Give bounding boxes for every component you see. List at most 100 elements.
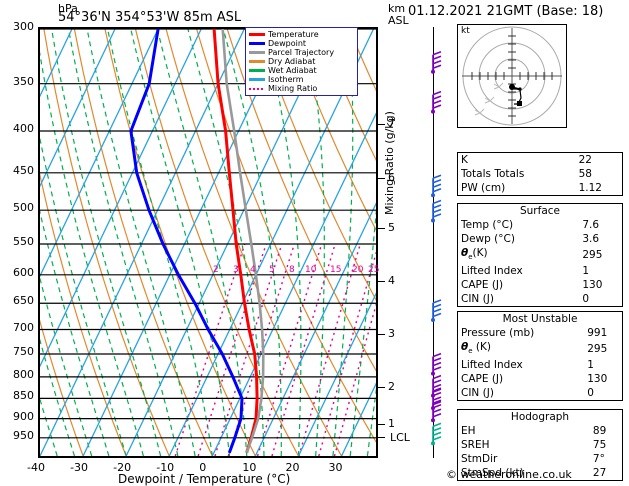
- row-value: 89: [592, 425, 607, 437]
- row-value: 1.12: [578, 182, 602, 194]
- legend-item: Temperature: [249, 30, 354, 39]
- row-label: K: [461, 154, 468, 166]
- table-row: Temp (°C) 7.6: [458, 218, 622, 232]
- pressure-tick-label: 400: [13, 122, 34, 136]
- mixing-ratio-axis-label: Mixing Ratio (g/kg): [383, 111, 396, 215]
- mixing-ratio-value-label: 10: [305, 265, 317, 275]
- legend-item: Wet Adiabat: [249, 66, 354, 75]
- legend-color-swatch: [249, 87, 265, 90]
- table-row: StmSpd (kt) 27: [458, 466, 622, 480]
- mixing-ratio-value-label: 4: [250, 265, 256, 275]
- pressure-tick-label: 900: [13, 409, 34, 423]
- legend-item-label: Dewpoint: [268, 39, 307, 48]
- temperature-tick-label: 0: [199, 461, 207, 474]
- lcl-tick: [378, 437, 385, 438]
- wind-barb: [431, 199, 442, 223]
- km-tick: [378, 334, 385, 335]
- temperature-tick-label: -20: [113, 461, 132, 474]
- wind-barb: [431, 90, 442, 114]
- wind-barb: [431, 51, 442, 74]
- row-label: Totals Totals: [461, 168, 525, 180]
- km-tick-label: 1: [388, 417, 395, 430]
- wind-barbs: [431, 51, 442, 446]
- pressure-tick-label: 700: [13, 320, 34, 334]
- row-value: 295: [582, 249, 603, 262]
- legend-item: Isotherm: [249, 75, 354, 84]
- km-tick-label: 7: [388, 117, 395, 130]
- hodograph-stats-table: EH 89 SREH 75 StmDir 7° StmSpd (kt) 27: [458, 424, 622, 480]
- legend-item: Mixing Ratio: [249, 84, 354, 93]
- mixing-ratio-value-label: 2: [213, 265, 219, 275]
- indices-table: K 22 Totals Totals 58 PW (cm) 1.12: [458, 153, 622, 195]
- lcl-label: LCL: [390, 431, 410, 444]
- row-value: 75: [592, 439, 607, 451]
- row-label: θe(K): [461, 247, 488, 262]
- legend-color-swatch: [249, 60, 265, 63]
- skewt-svg: [40, 29, 376, 456]
- mixing-ratio-value-label: 8: [289, 265, 295, 275]
- km-tick-label: 4: [388, 274, 395, 287]
- km-tick: [378, 124, 385, 125]
- hodograph-section-title: Hodograph: [510, 411, 570, 423]
- hodograph-stats-panel: Hodograph EH 89 SREH 75 StmDir 7° StmSpd (kt) 2…: [457, 409, 623, 481]
- row-label: StmSpd (kt): [461, 467, 524, 479]
- km-tick-label: 5: [388, 221, 395, 234]
- wind-barb: [431, 422, 442, 446]
- table-row: θe(K) 295: [458, 246, 622, 264]
- temperature-tick-label: -10: [156, 461, 175, 474]
- pressure-tick-label: 300: [13, 20, 34, 33]
- row-label: θe (K): [461, 341, 491, 356]
- row-value: 22: [578, 154, 592, 166]
- table-row: EH 89: [458, 424, 622, 438]
- row-value: 0: [582, 293, 590, 306]
- copyright-footer: © weatheronline.co.uk: [446, 468, 572, 481]
- sounding-datetime: 01.12.2021 21GMT (Base: 18): [408, 4, 604, 19]
- surface-table: Temp (°C) 7.6 Dewp (°C) 3.6 θe(K) 295 Lifted I…: [458, 218, 622, 306]
- row-value: 1: [587, 359, 594, 372]
- legend-item-label: Dry Adiabat: [268, 57, 316, 66]
- km-tick: [378, 387, 385, 388]
- pressure-units-label: hPa: [58, 2, 78, 15]
- skewt-plot[interactable]: [38, 27, 378, 458]
- pressure-tick-label: 750: [13, 344, 34, 358]
- mixing-ratio-value-label: 25: [368, 265, 380, 275]
- row-label: CIN (J): [461, 293, 494, 306]
- indices-panel: K 22 Totals Totals 58 PW (cm) 1.12: [457, 152, 623, 196]
- row-value: 130: [587, 373, 608, 386]
- temperature-tick-label: -40: [27, 461, 45, 474]
- table-row: CAPE (J) 130: [458, 278, 622, 292]
- pressure-tick-label: 350: [13, 74, 34, 88]
- x-axis-title: Dewpoint / Temperature (°C): [118, 472, 291, 486]
- temperature-tick-label: 30: [328, 461, 343, 474]
- surface-panel: Surface Temp (°C) 7.6 Dewp (°C) 3.6 θe(K) 295…: [457, 203, 623, 308]
- station-location-title: 54°36'N 354°53'W 85m ASL: [58, 10, 242, 25]
- legend-item-label: Isotherm: [268, 75, 304, 84]
- pressure-tick-label: 600: [13, 265, 34, 279]
- row-label: CAPE (J): [461, 279, 504, 292]
- km-axis-unit-label: km: [388, 2, 406, 15]
- hodograph-panel[interactable]: kt: [457, 24, 567, 128]
- pressure-tick-label: 500: [13, 201, 34, 215]
- mixing-ratio-value-label: 20: [352, 265, 364, 275]
- row-value: 991: [587, 327, 608, 339]
- row-label: PW (cm): [461, 182, 506, 194]
- km-tick: [378, 424, 385, 425]
- pressure-tick-label: 850: [13, 389, 34, 403]
- legend-item-label: Temperature: [268, 30, 319, 39]
- table-row: StmDir 7°: [458, 452, 622, 466]
- mixing-ratio-value-label: 3: [233, 265, 239, 275]
- hodograph-unit-label: kt: [461, 26, 470, 36]
- legend-item: Dewpoint: [249, 39, 354, 48]
- row-label: Lifted Index: [461, 265, 523, 278]
- most-unstable-table: Pressure (mb) 991 θe (K) 295 Lifted Index 1 CA…: [458, 326, 622, 400]
- km-tick: [378, 178, 385, 179]
- temperature-tick-label: 20: [285, 461, 300, 474]
- row-label: CAPE (J): [461, 373, 504, 386]
- chart-legend: Temperature Dewpoint Parcel Trajectory Dry …: [245, 27, 358, 96]
- row-value: 1: [582, 265, 590, 278]
- legend-color-swatch: [249, 78, 265, 81]
- row-label: EH: [461, 425, 476, 437]
- pressure-tick-label: 650: [13, 294, 34, 308]
- table-row: θe (K) 295: [458, 340, 622, 358]
- temperature-tick-label: -30: [70, 461, 89, 474]
